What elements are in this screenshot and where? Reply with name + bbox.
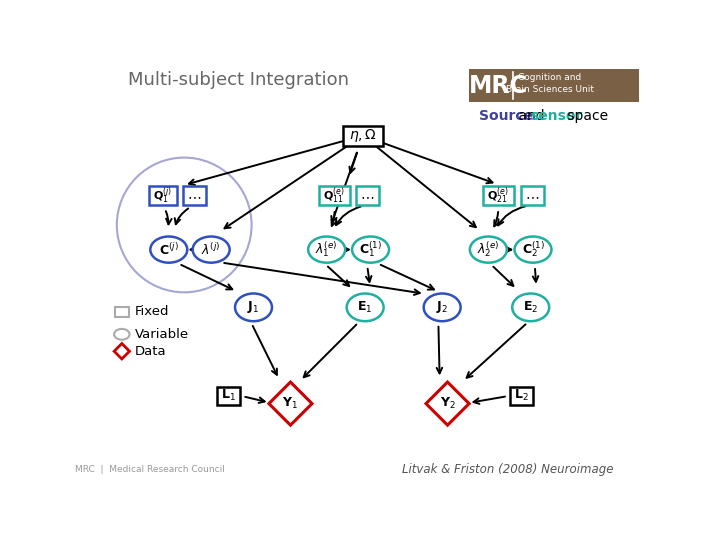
Text: Litvak & Friston (2008) Neuroimage: Litvak & Friston (2008) Neuroimage — [402, 463, 613, 476]
Text: Variable: Variable — [135, 328, 189, 341]
Text: $\mathbf{Y}_2$: $\mathbf{Y}_2$ — [440, 396, 456, 411]
Ellipse shape — [150, 237, 187, 262]
Text: MRC  |  Medical Research Council: MRC | Medical Research Council — [75, 465, 225, 474]
Text: $\mathbf{Y}_1$: $\mathbf{Y}_1$ — [282, 396, 299, 411]
Polygon shape — [269, 382, 312, 425]
FancyBboxPatch shape — [510, 387, 533, 405]
Ellipse shape — [193, 237, 230, 262]
Ellipse shape — [308, 237, 345, 262]
FancyBboxPatch shape — [343, 126, 383, 146]
FancyBboxPatch shape — [483, 186, 514, 205]
Text: Brain Sciences Unit: Brain Sciences Unit — [506, 85, 594, 94]
FancyBboxPatch shape — [217, 387, 240, 405]
FancyBboxPatch shape — [115, 307, 129, 318]
Text: $\mathbf{L}_2$: $\mathbf{L}_2$ — [514, 388, 528, 403]
Ellipse shape — [114, 329, 130, 340]
Text: $\mathbf{Q}_1^{(j)}$: $\mathbf{Q}_1^{(j)}$ — [153, 185, 172, 206]
Text: $\eta,\Omega$: $\eta,\Omega$ — [348, 127, 377, 144]
Text: Source: Source — [479, 110, 534, 123]
Text: $\lambda_2^{(e)}$: $\lambda_2^{(e)}$ — [477, 240, 500, 259]
Text: $\mathbf{C}_2^{(1)}$: $\mathbf{C}_2^{(1)}$ — [521, 240, 544, 259]
Ellipse shape — [352, 237, 389, 262]
FancyBboxPatch shape — [356, 186, 379, 205]
FancyBboxPatch shape — [521, 186, 544, 205]
Text: $\cdots$: $\cdots$ — [360, 188, 374, 202]
Ellipse shape — [515, 237, 552, 262]
Text: Data: Data — [135, 345, 166, 357]
FancyBboxPatch shape — [149, 186, 176, 205]
Text: $\mathbf{C}^{(j)}$: $\mathbf{C}^{(j)}$ — [159, 242, 179, 258]
Text: Multi-subject Integration: Multi-subject Integration — [127, 71, 348, 89]
FancyBboxPatch shape — [319, 186, 350, 205]
Text: $\mathbf{C}_1^{(1)}$: $\mathbf{C}_1^{(1)}$ — [359, 240, 382, 259]
Text: $\mathbf{L}_1$: $\mathbf{L}_1$ — [222, 388, 236, 403]
FancyBboxPatch shape — [469, 70, 639, 102]
Text: $\mathbf{Q}_{21}^{(e)}$: $\mathbf{Q}_{21}^{(e)}$ — [487, 185, 509, 206]
Polygon shape — [426, 382, 469, 425]
Text: $\mathbf{E}_1$: $\mathbf{E}_1$ — [357, 300, 373, 315]
Text: $\cdots$: $\cdots$ — [525, 188, 539, 202]
Ellipse shape — [470, 237, 507, 262]
Text: MRC: MRC — [469, 73, 528, 98]
Polygon shape — [114, 343, 130, 359]
Text: $\mathbf{J}_1$: $\mathbf{J}_1$ — [248, 299, 260, 315]
Text: $\mathbf{J}_2$: $\mathbf{J}_2$ — [436, 299, 448, 315]
FancyBboxPatch shape — [183, 186, 206, 205]
Text: space: space — [563, 110, 608, 123]
Text: Cognition and: Cognition and — [518, 73, 582, 83]
Text: $\mathbf{Q}_{11}^{(e)}$: $\mathbf{Q}_{11}^{(e)}$ — [323, 185, 345, 206]
Ellipse shape — [423, 294, 461, 321]
Text: $\lambda^{(j)}$: $\lambda^{(j)}$ — [202, 242, 221, 258]
Text: and: and — [514, 110, 549, 123]
Text: $\mathbf{E}_2$: $\mathbf{E}_2$ — [523, 300, 539, 315]
Text: $\cdots$: $\cdots$ — [187, 188, 202, 202]
Ellipse shape — [512, 294, 549, 321]
Ellipse shape — [235, 294, 272, 321]
Text: sensor: sensor — [530, 110, 582, 123]
Text: $\lambda_1^{(e)}$: $\lambda_1^{(e)}$ — [315, 240, 338, 259]
Ellipse shape — [346, 294, 384, 321]
Text: Fixed: Fixed — [135, 305, 169, 318]
